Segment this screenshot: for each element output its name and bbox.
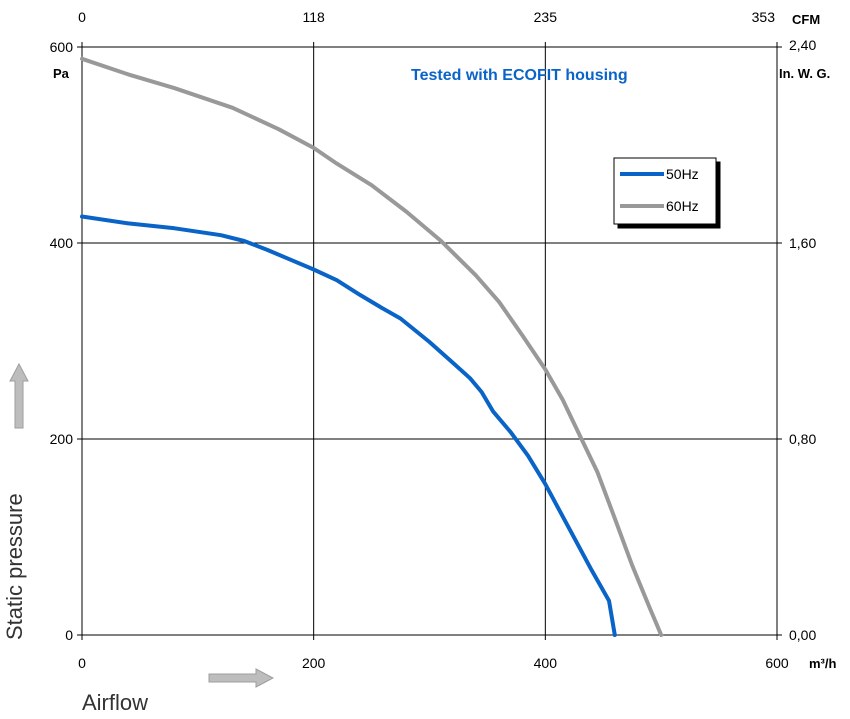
x-tick-label: 400: [534, 655, 558, 671]
x-tick-label: 200: [302, 655, 326, 671]
series-line-50hz: [80, 214, 617, 637]
series-lines: [80, 56, 664, 637]
y-right-unit-label: In. W. G.: [779, 66, 830, 81]
grid: [82, 47, 777, 635]
y-axis-title: Static pressure: [2, 493, 27, 640]
legend-box: [613, 157, 717, 225]
legend-label-50hz: 50Hz: [666, 166, 699, 182]
legend-label-60hz: 60Hz: [666, 198, 699, 214]
y-unit-label: Pa: [53, 66, 70, 81]
y-right-tick-label: 2,40: [789, 37, 816, 53]
annotation: Tested with ECOFIT housing: [411, 67, 628, 84]
legend: 50Hz 60Hz: [613, 157, 717, 225]
y-right-tick-label: 0,00: [789, 627, 816, 643]
x-top-tick-label: 353: [752, 9, 776, 25]
y-tick-label: 400: [50, 235, 74, 251]
series-line-60hz: [80, 56, 664, 637]
x-top-unit-label: CFM: [792, 12, 820, 27]
x-top-tick-label: 118: [303, 9, 326, 25]
y-right-tick-label: 1,60: [789, 235, 816, 251]
x-top-tick-label: 235: [534, 9, 558, 25]
x-top-tick-label: 0: [78, 9, 86, 25]
x-tick-label: 0: [78, 655, 86, 671]
x-axis-title: Airflow: [82, 690, 148, 715]
x-unit-label: m³/h: [809, 656, 837, 671]
x-tick-label: 600: [765, 655, 789, 671]
y-tick-label: 200: [50, 431, 74, 447]
plot-frame: [81, 46, 778, 636]
y-right-tick-label: 0,80: [789, 431, 816, 447]
y-tick-label: 600: [50, 39, 74, 55]
y-tick-label: 0: [65, 627, 73, 643]
arrow-up-icon: [9, 362, 29, 429]
arrow-right-icon: [208, 668, 275, 688]
tick-marks: [77, 42, 782, 640]
